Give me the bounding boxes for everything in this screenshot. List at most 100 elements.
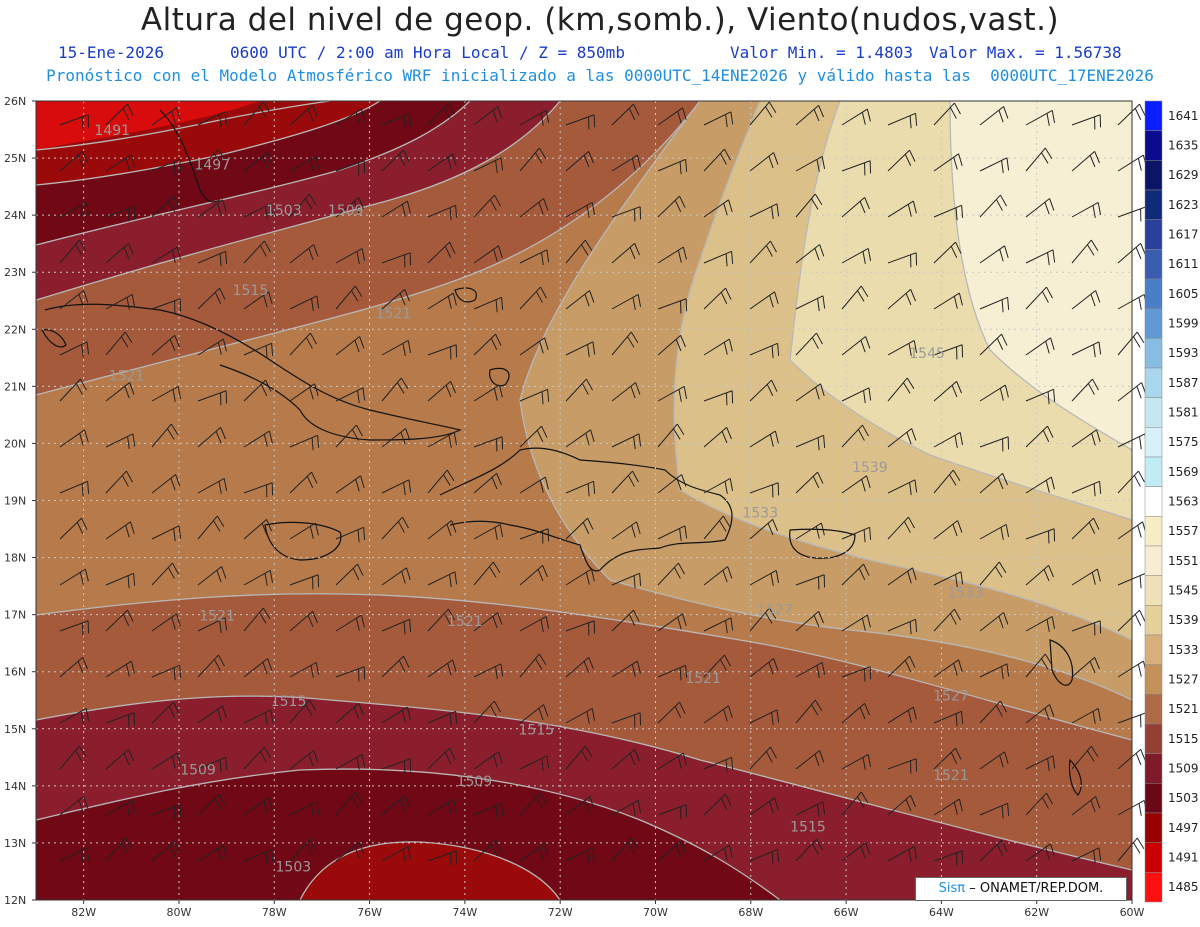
wind-barb bbox=[611, 331, 639, 356]
wind-barb bbox=[105, 837, 133, 862]
wind-barb bbox=[197, 287, 226, 310]
wind-barb bbox=[749, 797, 779, 816]
wind-barb bbox=[657, 840, 686, 862]
wind-barb bbox=[105, 331, 133, 356]
wind-barb bbox=[565, 150, 594, 172]
wind-barb bbox=[197, 756, 228, 773]
wind-barb bbox=[841, 563, 870, 586]
wind-barb bbox=[565, 568, 595, 586]
wind-barb bbox=[933, 608, 961, 632]
wind-barb bbox=[335, 160, 366, 176]
lat-tick-label: 14N bbox=[4, 780, 26, 793]
colorbar-swatch bbox=[1144, 872, 1163, 903]
wind-barb bbox=[381, 758, 412, 774]
wind-barb bbox=[795, 838, 823, 862]
wind-barb bbox=[427, 469, 455, 494]
wind-barb bbox=[1071, 568, 1101, 586]
wind-barb bbox=[1117, 748, 1146, 770]
wind-barb bbox=[657, 107, 687, 126]
wind-barb bbox=[59, 202, 90, 218]
wind-barb bbox=[427, 710, 458, 727]
wind-barb bbox=[335, 791, 363, 816]
wind-barb bbox=[979, 194, 1007, 218]
wind-barb bbox=[427, 344, 458, 360]
contour-label: 1521 bbox=[447, 614, 483, 630]
colorbar-label: 1509 bbox=[1168, 762, 1199, 776]
wind-barb bbox=[1071, 480, 1102, 497]
wind-barb bbox=[289, 332, 317, 356]
wind-barb bbox=[933, 292, 963, 310]
wind-barb bbox=[289, 662, 320, 678]
lon-tick-label: 80W bbox=[167, 906, 192, 919]
wind-barb bbox=[749, 518, 778, 540]
wind-barb bbox=[473, 436, 504, 452]
wind-barb bbox=[59, 568, 89, 586]
lat-tick-label: 26N bbox=[4, 95, 26, 108]
colorbar-swatch bbox=[1144, 130, 1163, 161]
wind-barb bbox=[105, 609, 134, 632]
wind-barb bbox=[335, 387, 366, 404]
wind-barb bbox=[887, 516, 915, 540]
colorbar-swatch bbox=[1144, 100, 1163, 131]
wind-barb bbox=[289, 295, 320, 312]
colorbar-swatch bbox=[1144, 249, 1163, 280]
wind-barb bbox=[105, 660, 135, 678]
wind-barb bbox=[611, 521, 641, 540]
wind-barb bbox=[611, 712, 642, 728]
wind-barb bbox=[611, 748, 640, 770]
wind-barb bbox=[473, 106, 503, 126]
wind-barb bbox=[427, 659, 457, 678]
wind-barb bbox=[979, 663, 1010, 680]
wind-barb bbox=[519, 147, 547, 172]
colorbar-swatch bbox=[1144, 634, 1163, 665]
wind-barb bbox=[979, 384, 1009, 402]
wind-barb bbox=[565, 708, 596, 724]
wind-barb bbox=[381, 846, 412, 862]
wind-barb bbox=[1071, 239, 1099, 264]
wind-barb bbox=[1071, 847, 1102, 864]
wind-barb bbox=[749, 240, 777, 264]
wind-barb bbox=[335, 248, 366, 264]
wind-barb bbox=[381, 567, 411, 586]
wind-barb bbox=[1025, 476, 1055, 494]
wind-barb bbox=[979, 157, 1010, 174]
colorbar-swatch bbox=[1144, 278, 1163, 309]
wind-barb bbox=[979, 751, 1009, 770]
wind-barb bbox=[427, 204, 458, 221]
wind-barb bbox=[1025, 528, 1056, 544]
wind-barb bbox=[473, 245, 503, 264]
wind-barb bbox=[59, 480, 90, 497]
colorbar-label: 1557 bbox=[1168, 524, 1199, 538]
wind-barb bbox=[59, 708, 90, 724]
colorbar-label: 1533 bbox=[1168, 643, 1199, 657]
wind-barb bbox=[841, 842, 871, 862]
wind-barb bbox=[749, 152, 779, 172]
contour-label: 1515 bbox=[519, 722, 555, 738]
lon-tick-label: 62W bbox=[1024, 906, 1049, 919]
wind-barb bbox=[795, 662, 826, 678]
wind-barb bbox=[473, 524, 504, 540]
wind-barb bbox=[841, 387, 872, 404]
wind-barb bbox=[335, 666, 366, 682]
colorbar-label: 1497 bbox=[1168, 821, 1199, 835]
wind-barb bbox=[933, 571, 964, 588]
wind-barb bbox=[243, 430, 273, 448]
wind-barb bbox=[151, 804, 182, 820]
lon-tick-label: 82W bbox=[71, 906, 96, 919]
wind-barb bbox=[611, 609, 640, 632]
wind-barb bbox=[795, 610, 824, 632]
forecast-line: Pronóstico con el Modelo Atmosférico WRF… bbox=[46, 66, 1154, 85]
lat-tick-label: 25N bbox=[4, 152, 26, 165]
wind-barb bbox=[243, 101, 271, 126]
wind-barb bbox=[749, 203, 780, 220]
wind-barb bbox=[933, 520, 963, 540]
wind-barb bbox=[887, 288, 916, 310]
wind-barb bbox=[243, 482, 274, 498]
wind-barb bbox=[1025, 147, 1053, 172]
wind-barb bbox=[1117, 331, 1145, 356]
wind-barb bbox=[611, 800, 642, 816]
wind-barb bbox=[1025, 704, 1055, 724]
wind-barb bbox=[243, 152, 273, 172]
wind-barb bbox=[473, 157, 504, 174]
wind-barb bbox=[427, 432, 458, 448]
